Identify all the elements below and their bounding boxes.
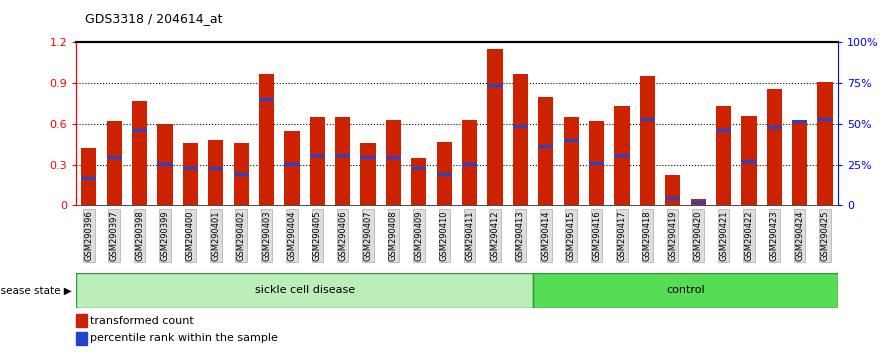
- Text: sickle cell disease: sickle cell disease: [254, 285, 355, 295]
- Bar: [284, 163, 299, 166]
- Bar: [615, 106, 630, 205]
- Bar: [741, 160, 756, 164]
- Bar: [462, 163, 478, 166]
- Bar: [792, 120, 807, 205]
- Bar: [741, 116, 756, 205]
- Bar: [716, 106, 731, 205]
- Bar: [259, 98, 274, 101]
- Bar: [386, 156, 401, 159]
- Bar: [487, 49, 503, 205]
- Bar: [335, 154, 350, 156]
- Bar: [132, 101, 147, 205]
- Bar: [538, 145, 554, 148]
- Bar: [234, 143, 249, 205]
- Bar: [158, 124, 173, 205]
- Bar: [183, 167, 198, 170]
- Bar: [132, 129, 147, 132]
- Bar: [564, 117, 579, 205]
- Bar: [817, 118, 832, 121]
- Bar: [513, 74, 528, 205]
- Text: GDS3318 / 204614_at: GDS3318 / 204614_at: [85, 12, 222, 25]
- FancyBboxPatch shape: [533, 273, 838, 308]
- Bar: [76, 332, 87, 345]
- Bar: [615, 154, 630, 156]
- Bar: [158, 163, 173, 166]
- Bar: [436, 142, 452, 205]
- Bar: [487, 84, 503, 87]
- Bar: [259, 74, 274, 205]
- Text: disease state ▶: disease state ▶: [0, 285, 72, 295]
- Bar: [411, 158, 426, 205]
- Bar: [82, 148, 97, 205]
- Bar: [82, 177, 97, 180]
- FancyBboxPatch shape: [76, 273, 533, 308]
- Bar: [107, 156, 122, 159]
- Bar: [436, 173, 452, 176]
- Bar: [767, 88, 782, 205]
- Bar: [817, 82, 832, 205]
- Bar: [513, 125, 528, 128]
- Bar: [665, 197, 680, 200]
- Bar: [386, 120, 401, 205]
- Bar: [411, 167, 426, 170]
- Bar: [310, 117, 325, 205]
- Bar: [589, 162, 604, 165]
- Text: transformed count: transformed count: [90, 316, 194, 326]
- Bar: [183, 143, 198, 205]
- Bar: [462, 120, 478, 205]
- Bar: [284, 131, 299, 205]
- Text: percentile rank within the sample: percentile rank within the sample: [90, 333, 279, 343]
- Bar: [76, 314, 87, 327]
- Bar: [792, 120, 807, 123]
- Bar: [208, 140, 223, 205]
- Bar: [310, 154, 325, 156]
- Bar: [360, 143, 375, 205]
- Bar: [589, 121, 604, 205]
- Bar: [208, 167, 223, 170]
- Bar: [767, 126, 782, 130]
- Bar: [335, 117, 350, 205]
- Bar: [107, 121, 122, 205]
- Bar: [234, 173, 249, 176]
- Bar: [360, 156, 375, 159]
- Bar: [691, 201, 706, 204]
- Bar: [665, 176, 680, 205]
- Bar: [691, 199, 706, 205]
- Text: control: control: [666, 285, 705, 295]
- Bar: [640, 76, 655, 205]
- Bar: [564, 139, 579, 142]
- Bar: [716, 129, 731, 132]
- Bar: [538, 97, 554, 205]
- Bar: [640, 118, 655, 121]
